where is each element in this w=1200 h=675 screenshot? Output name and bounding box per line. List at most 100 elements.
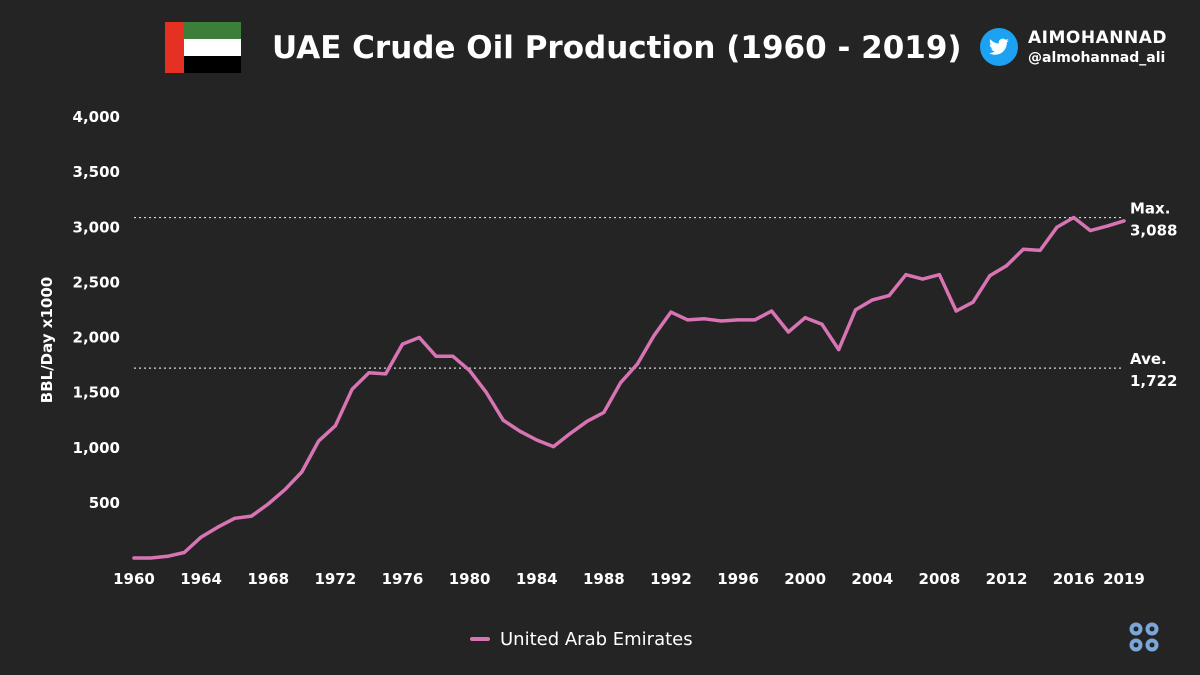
data-point bbox=[216, 525, 220, 529]
data-points bbox=[132, 215, 1126, 560]
x-tick-label: 2000 bbox=[784, 570, 826, 588]
flag-red-band bbox=[165, 22, 184, 73]
x-tick-label: 1968 bbox=[247, 570, 289, 588]
y-tick-label: 1,000 bbox=[73, 439, 120, 457]
data-point bbox=[820, 322, 824, 326]
twitter-icon[interactable] bbox=[980, 28, 1018, 66]
data-point bbox=[551, 445, 556, 449]
y-tick-label: 2,500 bbox=[73, 273, 120, 291]
y-tick-label: 3,000 bbox=[73, 218, 120, 236]
x-tick-label: 1980 bbox=[449, 570, 491, 588]
data-point bbox=[602, 410, 606, 415]
data-point bbox=[853, 308, 858, 312]
data-point bbox=[669, 310, 673, 314]
data-point bbox=[904, 273, 908, 277]
data-point bbox=[316, 439, 321, 443]
data-point bbox=[954, 309, 958, 313]
data-point bbox=[937, 273, 942, 277]
x-tick-label: 1960 bbox=[113, 570, 155, 588]
reference-value: 3,088 bbox=[1130, 222, 1177, 240]
x-tick-label: 2016 bbox=[1053, 570, 1095, 588]
reference-value: 1,722 bbox=[1130, 372, 1177, 390]
y-axis-label: BBL/Day x1000 bbox=[38, 277, 56, 403]
x-tick-label: 2019 bbox=[1103, 570, 1145, 588]
data-point bbox=[132, 556, 136, 560]
data-point bbox=[719, 319, 723, 323]
x-tick-label: 1964 bbox=[180, 570, 222, 588]
y-tick-labels: 500 1,000 1,500 2,000 2,500 3,000 3,500 4,000 bbox=[73, 108, 120, 512]
x-tick-label: 1984 bbox=[516, 570, 558, 588]
author-name[interactable]: AIMOHANNAD bbox=[1028, 28, 1167, 48]
uae-flag-icon bbox=[165, 22, 241, 73]
data-point bbox=[837, 348, 841, 352]
data-point bbox=[149, 556, 153, 560]
data-point bbox=[165, 554, 170, 558]
data-point bbox=[1105, 224, 1109, 228]
data-point bbox=[635, 362, 639, 366]
data-point bbox=[467, 368, 472, 373]
data-point bbox=[887, 294, 891, 298]
data-point bbox=[518, 429, 522, 433]
data-point bbox=[451, 354, 455, 358]
data-point bbox=[568, 431, 572, 436]
data-point bbox=[1122, 219, 1126, 223]
legend-swatch bbox=[470, 637, 490, 641]
y-tick-label: 3,500 bbox=[73, 163, 120, 181]
author-handle[interactable]: @almohannad_ali bbox=[1028, 50, 1166, 66]
data-point bbox=[417, 335, 421, 340]
x-tick-label: 1972 bbox=[314, 570, 356, 588]
data-point bbox=[921, 277, 925, 281]
series-line-uae bbox=[132, 215, 1126, 560]
reference-label: Max. bbox=[1130, 200, 1170, 218]
y-tick-label: 2,000 bbox=[73, 329, 120, 347]
data-point bbox=[350, 387, 354, 391]
data-point bbox=[736, 318, 740, 322]
x-tick-label: 2008 bbox=[919, 570, 961, 588]
data-point bbox=[300, 470, 304, 474]
data-point bbox=[283, 488, 287, 492]
chart-legend: United Arab Emirates bbox=[470, 627, 693, 651]
data-point bbox=[803, 316, 807, 320]
data-point bbox=[1004, 264, 1009, 268]
chart-title: UAE Crude Oil Production (1960 - 2019) bbox=[272, 30, 962, 66]
y-tick-label: 4,000 bbox=[73, 108, 120, 126]
x-tick-label: 1996 bbox=[717, 570, 759, 588]
data-point bbox=[1021, 247, 1025, 251]
data-point bbox=[770, 309, 774, 313]
legend-label: United Arab Emirates bbox=[500, 628, 693, 650]
data-point bbox=[870, 298, 874, 302]
data-point bbox=[484, 391, 488, 395]
data-point bbox=[988, 274, 992, 278]
data-point bbox=[249, 514, 254, 518]
x-tick-labels: 1960 1964 1968 1972 1976 1980 1984 1988 1992 1996… bbox=[113, 570, 1145, 588]
data-point bbox=[400, 342, 405, 346]
data-point bbox=[1038, 248, 1042, 253]
y-tick-label: 1,500 bbox=[73, 384, 120, 402]
data-point bbox=[686, 318, 690, 322]
data-point bbox=[333, 424, 337, 428]
data-point bbox=[233, 516, 237, 520]
flag-white-band bbox=[184, 39, 241, 56]
data-point bbox=[652, 333, 656, 337]
data-point bbox=[367, 371, 371, 375]
flag-green-band bbox=[184, 22, 241, 39]
data-point bbox=[753, 318, 757, 322]
data-point bbox=[1055, 225, 1059, 229]
data-point bbox=[702, 317, 707, 321]
data-point bbox=[971, 300, 975, 304]
flag-black-band bbox=[184, 56, 241, 73]
opec-logo-icon bbox=[1129, 622, 1159, 652]
data-point bbox=[182, 550, 186, 555]
y-tick-label: 500 bbox=[89, 494, 120, 512]
x-tick-label: 2012 bbox=[986, 570, 1028, 588]
x-tick-label: 1992 bbox=[650, 570, 692, 588]
data-point bbox=[434, 354, 438, 358]
data-point bbox=[199, 535, 203, 539]
reference-lines: Max. 3,088 Ave. 1,722 bbox=[134, 200, 1177, 390]
data-point bbox=[786, 330, 791, 334]
data-point bbox=[585, 419, 589, 423]
data-point bbox=[535, 438, 539, 442]
data-point bbox=[266, 502, 270, 506]
x-tick-label: 1988 bbox=[583, 570, 625, 588]
